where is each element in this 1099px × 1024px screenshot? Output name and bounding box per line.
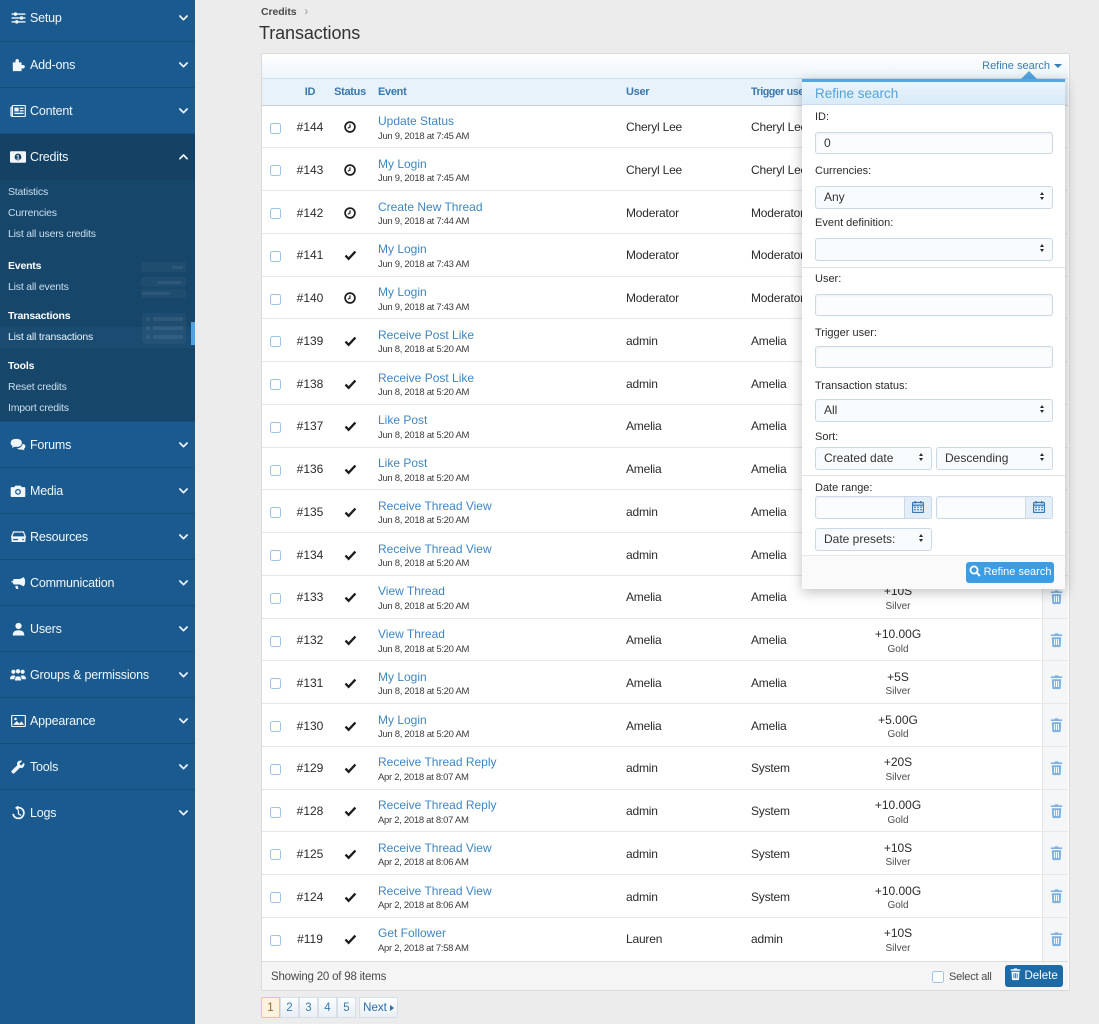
svg-text:1: 1 [16, 154, 20, 161]
